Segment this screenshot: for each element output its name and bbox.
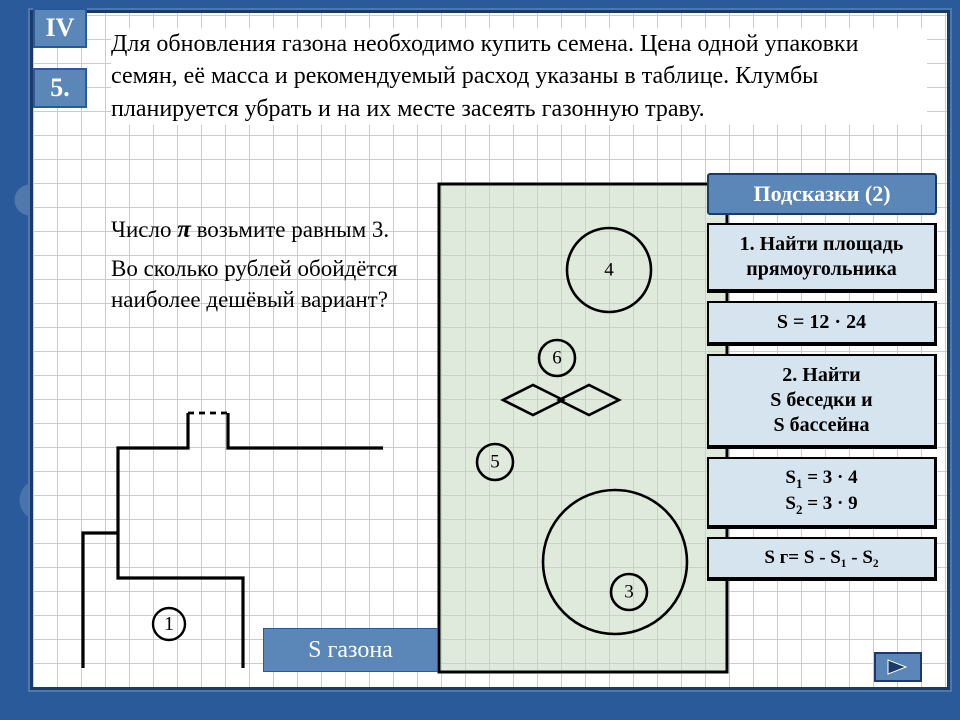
pi-text-a: Число bbox=[111, 217, 177, 242]
problem-statement: Для обновления газона необходимо купить … bbox=[111, 28, 927, 125]
right-diagram: 4 6 5 3 bbox=[433, 178, 733, 678]
badge-problem-number: 5. bbox=[33, 68, 87, 108]
hint-4: S1 = 3 · 4 S2 = 3 · 9 bbox=[707, 457, 937, 529]
hint-2: S = 12 · 24 bbox=[707, 301, 937, 346]
hints-column: Подсказки (2) 1. Найти площадь прямоугол… bbox=[707, 173, 937, 581]
main-panel: IV 5. Для обновления газона необходимо к… bbox=[30, 10, 950, 690]
hints-header[interactable]: Подсказки (2) bbox=[707, 173, 937, 215]
svg-text:5: 5 bbox=[490, 452, 500, 473]
svg-text:1: 1 bbox=[164, 613, 174, 635]
pi-instruction: Число π возьмите равным 3. Во сколько ру… bbox=[111, 213, 411, 315]
hint-1: 1. Найти площадь прямоугольника bbox=[707, 223, 937, 293]
s-gazona-label: S газона bbox=[263, 628, 438, 672]
hint-5: S г= S - S₁ - S₂ bbox=[707, 537, 937, 581]
pi-symbol: π bbox=[177, 216, 191, 243]
question-text: Во сколько рублей обойдётся наиболее деш… bbox=[111, 256, 398, 312]
hint-3: 2. НайтиS беседки иS бассейна bbox=[707, 354, 937, 449]
svg-text:6: 6 bbox=[552, 348, 562, 369]
badge-section: IV bbox=[33, 8, 87, 48]
pi-text-b: возьмите равным 3. bbox=[191, 217, 389, 242]
triangle-right-icon bbox=[886, 658, 910, 676]
next-button[interactable] bbox=[874, 652, 922, 682]
svg-text:4: 4 bbox=[604, 260, 614, 281]
svg-text:3: 3 bbox=[624, 582, 634, 603]
